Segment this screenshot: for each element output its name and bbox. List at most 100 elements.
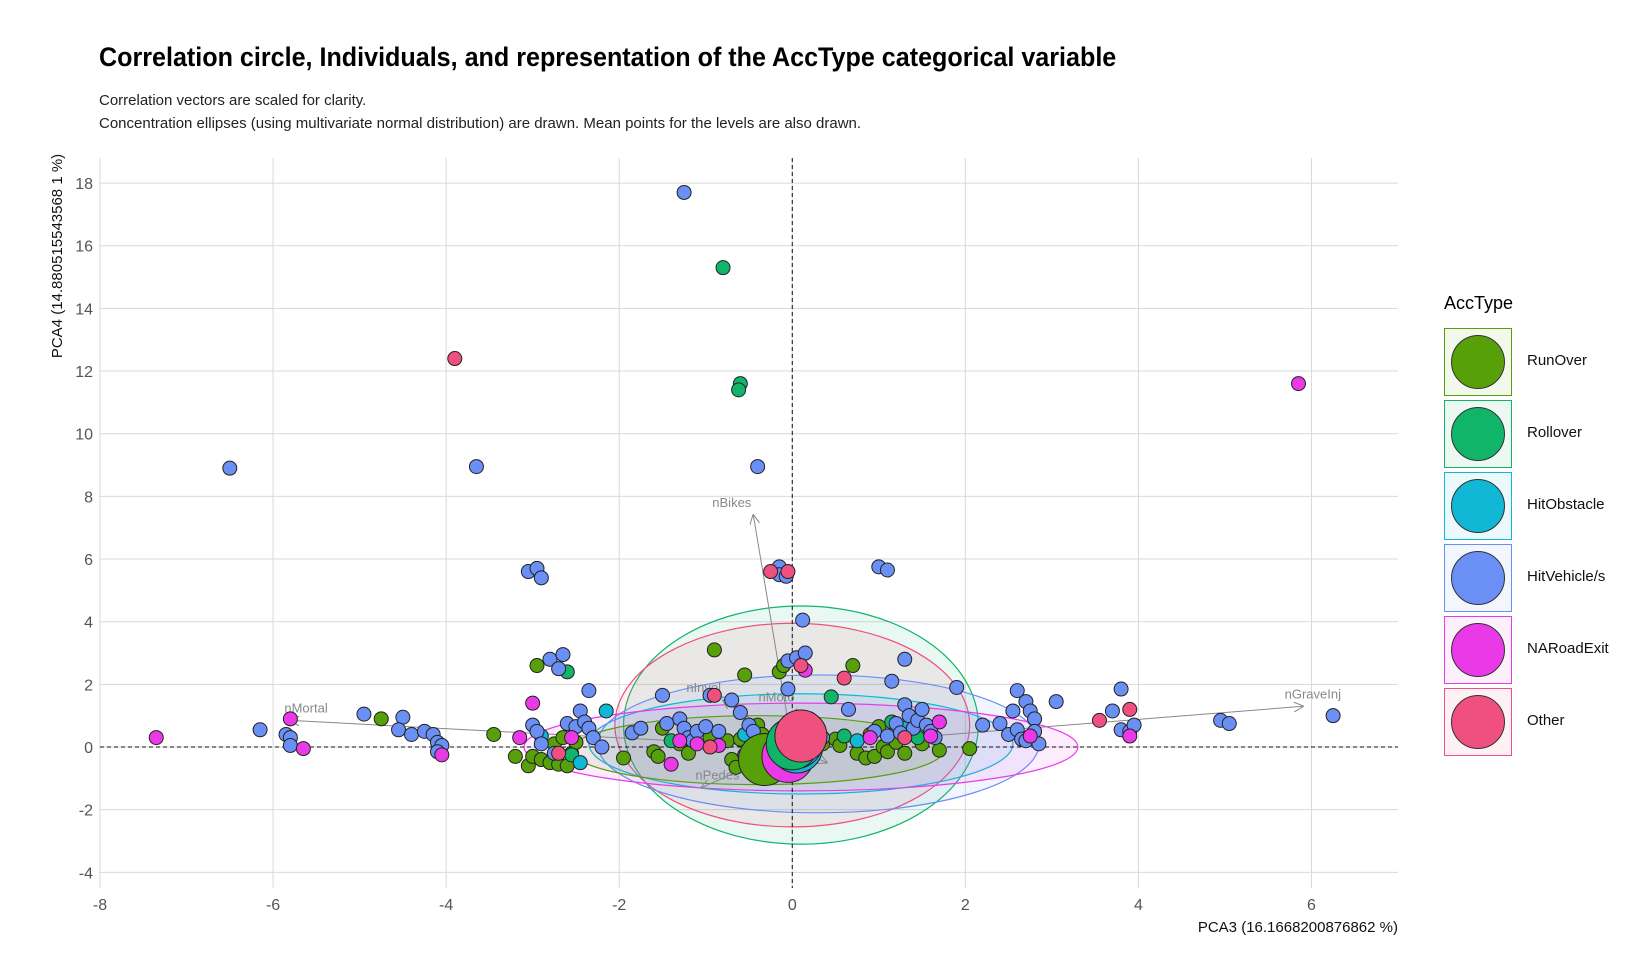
legend-swatch <box>1451 551 1505 605</box>
point-hitvehicles <box>529 723 545 739</box>
vector-nbikes <box>753 515 793 748</box>
point-hitvehicles <box>841 701 857 717</box>
point-runover <box>650 748 666 764</box>
point-hitvehicles <box>1009 683 1025 699</box>
x-tick-label: -2 <box>612 897 626 914</box>
legend-key <box>1444 400 1512 468</box>
point-hitvehicles <box>1221 716 1237 732</box>
x-tick-label: -6 <box>266 897 280 914</box>
legend-label: Rollover <box>1527 424 1583 441</box>
legend-label: NARoadExit <box>1527 640 1609 657</box>
point-hitvehicles <box>897 651 913 667</box>
y-tick-label: 14 <box>75 301 93 318</box>
point-runover <box>931 742 947 758</box>
point-naroadexit <box>1290 376 1306 392</box>
point-hitvehicles <box>581 683 597 699</box>
point-hitvehicles <box>1104 703 1120 719</box>
point-hitvehicles <box>551 661 567 677</box>
chart-title: Correlation circle, Individuals, and rep… <box>99 42 1117 72</box>
point-hitvehicles <box>222 460 238 476</box>
point-hitvehicles <box>975 717 991 733</box>
legend-key <box>1444 328 1512 396</box>
point-hitobstacle <box>598 703 614 719</box>
legend-label: HitObstacle <box>1527 496 1605 513</box>
point-hitvehicles <box>533 570 549 586</box>
point-other <box>1122 701 1138 717</box>
point-runover <box>897 745 913 761</box>
y-tick-label: 2 <box>84 677 93 694</box>
x-axis-label: PCA3 (16.1668200876862 %) <box>1198 919 1398 936</box>
legend-key <box>1444 472 1512 540</box>
point-other <box>763 564 779 580</box>
point-hitvehicles <box>585 730 601 746</box>
y-tick-label: 18 <box>75 176 93 193</box>
point-naroadexit <box>663 756 679 772</box>
point-hitvehicles <box>555 647 571 663</box>
point-hitvehicles <box>992 716 1008 732</box>
point-hitvehicles <box>724 692 740 708</box>
point-hitvehicles <box>395 709 411 725</box>
point-runover <box>507 748 523 764</box>
vector-label-nbikes: nBikes <box>712 495 752 510</box>
point-hitvehicles <box>949 679 965 695</box>
point-rollover <box>823 689 839 705</box>
point-hitvehicles <box>795 612 811 628</box>
legend-swatch <box>1451 695 1505 749</box>
point-hitobstacle <box>572 755 588 771</box>
point-other <box>1091 712 1107 728</box>
legend-label: RunOver <box>1527 352 1588 369</box>
point-hitobstacle <box>849 733 865 749</box>
point-hitvehicles <box>780 681 796 697</box>
point-rollover <box>731 382 747 398</box>
vector-label-nmortal: nMortal <box>284 700 327 715</box>
legend-swatch <box>1451 335 1505 389</box>
point-hitvehicles <box>391 722 407 738</box>
point-hitvehicles <box>468 459 484 475</box>
y-tick-label: 16 <box>75 239 93 256</box>
point-runover <box>845 658 861 674</box>
point-other <box>551 745 567 761</box>
chart-subtitle-line-1: Correlation vectors are scaled for clari… <box>99 92 367 109</box>
point-naroadexit <box>564 730 580 746</box>
reference-lines <box>100 158 1398 888</box>
point-hitvehicles <box>1005 703 1021 719</box>
legend-label: HitVehicle/s <box>1527 568 1606 585</box>
x-tick-label: -4 <box>439 897 453 914</box>
legend-key <box>1444 616 1512 684</box>
vector-label-npedes: nPedes <box>695 768 740 783</box>
point-other <box>836 670 852 686</box>
point-runover <box>529 658 545 674</box>
point-hitvehicles <box>676 184 692 200</box>
legend-item-other: Other <box>1444 688 1650 758</box>
point-hitvehicles <box>879 728 895 744</box>
legend-item-runover: RunOver <box>1444 328 1650 398</box>
legend-swatch <box>1451 407 1505 461</box>
legend-swatch <box>1451 479 1505 533</box>
point-hitvehicles <box>659 716 675 732</box>
point-hitvehicles <box>404 726 420 742</box>
point-naroadexit <box>295 741 311 757</box>
point-naroadexit <box>689 736 705 752</box>
point-runover <box>486 726 502 742</box>
y-tick-label: 12 <box>75 364 93 381</box>
legend-item-hitobstacle: HitObstacle <box>1444 472 1650 542</box>
legend-item-naroadexit: NARoadExit <box>1444 616 1650 686</box>
point-hitvehicles <box>654 687 670 703</box>
point-other <box>897 730 913 746</box>
y-tick-label: 6 <box>84 552 93 569</box>
axis-ticks: -8 -6 -4 -2 0 2 4 6 -4 -2 0 2 4 6 8 10 12 14 16 18 <box>75 176 1316 914</box>
y-tick-label: -4 <box>79 865 93 882</box>
point-runover <box>706 642 722 658</box>
point-runover <box>866 748 882 764</box>
point-hitvehicles <box>914 701 930 717</box>
chart-subtitle-line-2: Concentration ellipses (using multivaria… <box>99 115 862 132</box>
point-naroadexit <box>282 711 298 727</box>
point-hitvehicles <box>1325 708 1341 724</box>
point-naroadexit <box>672 733 688 749</box>
point-runover <box>962 741 978 757</box>
point-naroadexit <box>525 695 541 711</box>
mean-points <box>738 709 828 787</box>
point-naroadexit <box>512 730 528 746</box>
point-hitvehicles <box>797 645 813 661</box>
y-tick-label: -2 <box>79 803 93 820</box>
